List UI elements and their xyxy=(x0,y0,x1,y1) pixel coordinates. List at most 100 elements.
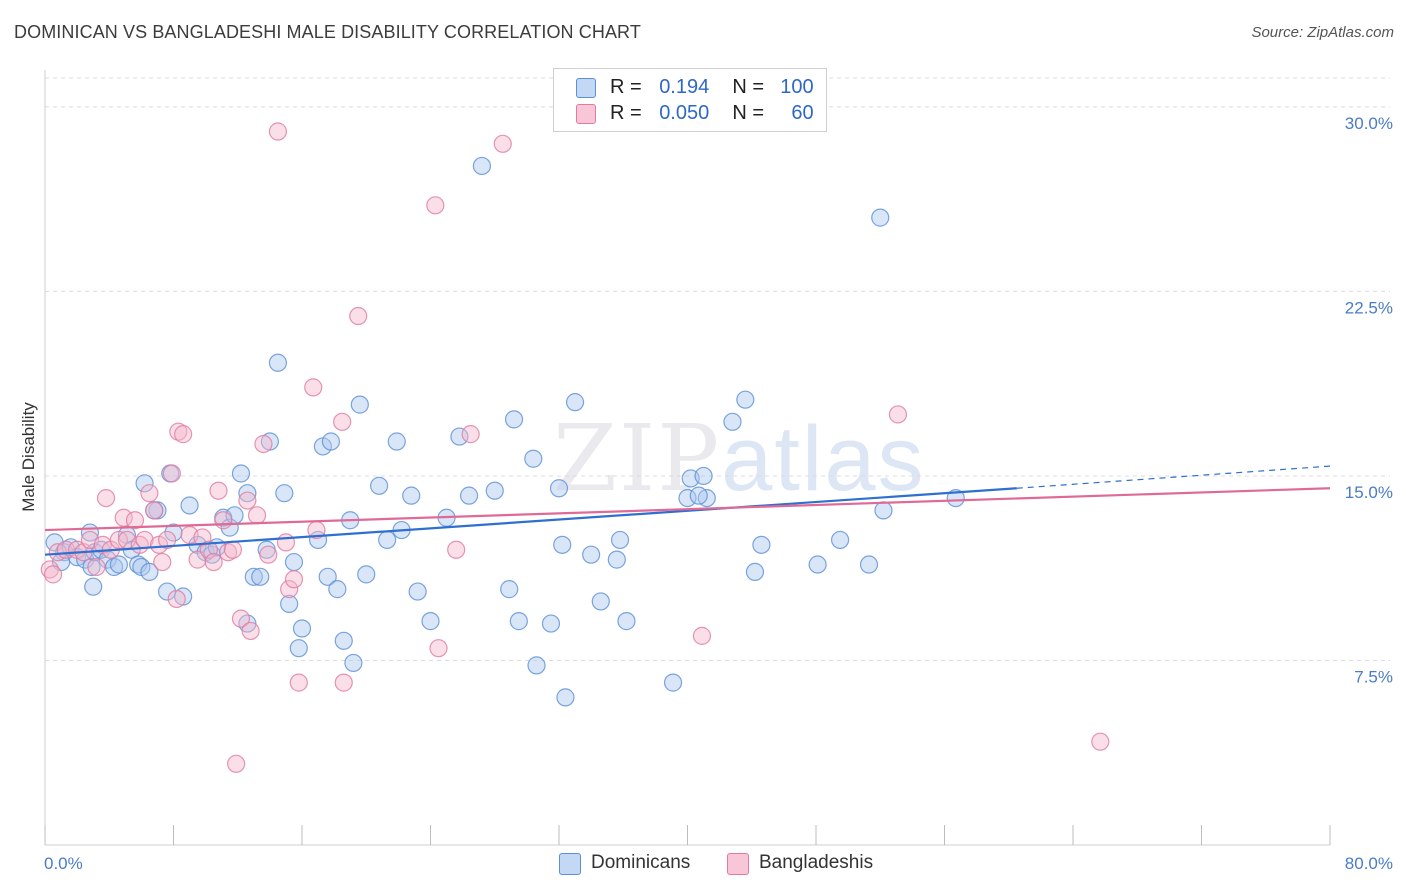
legend-swatch-blue xyxy=(576,78,596,98)
point-dominicans xyxy=(289,639,308,658)
point-dominicans xyxy=(553,535,572,554)
bottom-legend-label: Dominicans xyxy=(591,852,691,873)
point-bangladeshis xyxy=(145,501,164,520)
point-bangladeshis xyxy=(304,378,323,397)
bottom-legend-label: Bangladeshis xyxy=(759,852,874,873)
point-bangladeshis xyxy=(461,425,480,444)
point-bangladeshis xyxy=(247,506,267,525)
legend-r-value: 0.194 xyxy=(659,76,710,98)
point-dominicans xyxy=(504,410,524,429)
point-bangladeshis xyxy=(87,557,106,577)
point-dominicans xyxy=(251,567,270,586)
point-dominicans xyxy=(591,592,610,611)
point-dominicans xyxy=(387,432,406,451)
point-dominicans xyxy=(472,156,491,176)
legend-n-value: 60 xyxy=(791,102,814,124)
point-dominicans xyxy=(231,464,251,483)
legend-swatch-pink xyxy=(576,104,596,124)
point-dominicans xyxy=(344,653,363,673)
point-dominicans xyxy=(180,496,199,515)
point-dominicans xyxy=(350,395,369,414)
trendline-dominicans xyxy=(44,487,1017,556)
point-dominicans xyxy=(140,562,159,582)
x-tick-label: 80.0% xyxy=(1345,854,1393,873)
point-bangladeshis xyxy=(349,306,368,326)
point-dominicans xyxy=(328,580,347,599)
point-bangladeshis xyxy=(40,560,59,579)
point-bangladeshis xyxy=(214,511,233,530)
point-dominicans xyxy=(500,580,519,599)
point-dominicans xyxy=(402,486,421,505)
y-axis-title: Male Disability xyxy=(19,402,38,512)
point-bangladeshis xyxy=(334,673,353,692)
point-dominicans xyxy=(556,688,575,707)
point-dominicans xyxy=(334,631,353,650)
point-dominicans xyxy=(723,412,742,431)
point-dominicans xyxy=(268,353,288,372)
point-bangladeshis xyxy=(125,511,145,530)
point-bangladeshis xyxy=(1091,732,1110,751)
point-bangladeshis xyxy=(43,565,63,584)
point-bangladeshis xyxy=(268,122,288,141)
chart-title: DOMINICAN VS BANGLADESHI MALE DISABILITY… xyxy=(14,22,641,42)
legend-n-label: N = xyxy=(732,76,765,98)
point-bangladeshis xyxy=(241,621,260,641)
point-dominicans xyxy=(509,612,528,631)
point-bangladeshis xyxy=(209,481,228,500)
watermark: ZIPatlas xyxy=(553,405,926,512)
trendline-bangladeshis xyxy=(44,487,1331,532)
point-bangladeshis xyxy=(692,626,712,645)
point-dominicans xyxy=(689,486,708,505)
y-tick-label: 7.5% xyxy=(1354,667,1393,686)
point-dominicans xyxy=(617,612,636,631)
point-bangladeshis xyxy=(140,484,159,503)
point-bangladeshis xyxy=(280,580,299,599)
point-dominicans xyxy=(607,550,626,569)
point-dominicans xyxy=(370,476,389,495)
bottom-legend-swatch-pink xyxy=(727,853,749,875)
point-dominicans xyxy=(421,612,440,631)
point-dominicans xyxy=(527,656,546,675)
point-bangladeshis xyxy=(333,412,352,431)
point-dominicans xyxy=(109,555,128,574)
point-dominicans xyxy=(694,466,713,486)
point-bangladeshis xyxy=(284,570,304,589)
point-bangladeshis xyxy=(162,464,181,483)
point-bangladeshis xyxy=(888,405,908,424)
point-dominicans xyxy=(582,545,601,564)
y-tick-label: 22.5% xyxy=(1345,298,1393,317)
point-bangladeshis xyxy=(231,609,251,628)
x-tick-label: 0.0% xyxy=(44,854,83,873)
legend-n-label: N = xyxy=(732,102,765,124)
point-bangladeshis xyxy=(96,488,116,508)
legend-r-value: 0.050 xyxy=(659,102,710,124)
point-dominicans xyxy=(549,479,569,498)
trendline-dominicans-extension xyxy=(1016,465,1331,489)
point-dominicans xyxy=(541,614,561,633)
point-dominicans xyxy=(284,552,304,572)
point-bangladeshis xyxy=(153,552,172,572)
point-dominicans xyxy=(408,582,427,601)
point-bangladeshis xyxy=(227,754,246,773)
y-tick-label: 30.0% xyxy=(1345,114,1393,133)
watermark-zip: ZIP xyxy=(553,405,722,512)
point-bangladeshis xyxy=(426,196,445,215)
point-dominicans xyxy=(292,619,312,638)
point-dominicans xyxy=(84,577,103,596)
point-dominicans xyxy=(280,594,299,613)
point-bangladeshis xyxy=(114,508,133,527)
point-dominicans xyxy=(378,530,397,550)
point-dominicans xyxy=(459,486,479,505)
point-dominicans xyxy=(321,432,341,451)
point-bangladeshis xyxy=(254,434,273,454)
point-dominicans xyxy=(745,562,765,582)
point-dominicans xyxy=(874,501,893,520)
point-dominicans xyxy=(357,565,376,584)
point-dominicans xyxy=(678,488,697,508)
point-bangladeshis xyxy=(204,552,223,572)
point-dominicans xyxy=(946,488,965,508)
point-dominicans xyxy=(129,555,148,574)
legend-r-label: R = xyxy=(610,102,642,124)
point-dominicans xyxy=(135,474,154,493)
legend-r-label: R = xyxy=(610,76,642,98)
